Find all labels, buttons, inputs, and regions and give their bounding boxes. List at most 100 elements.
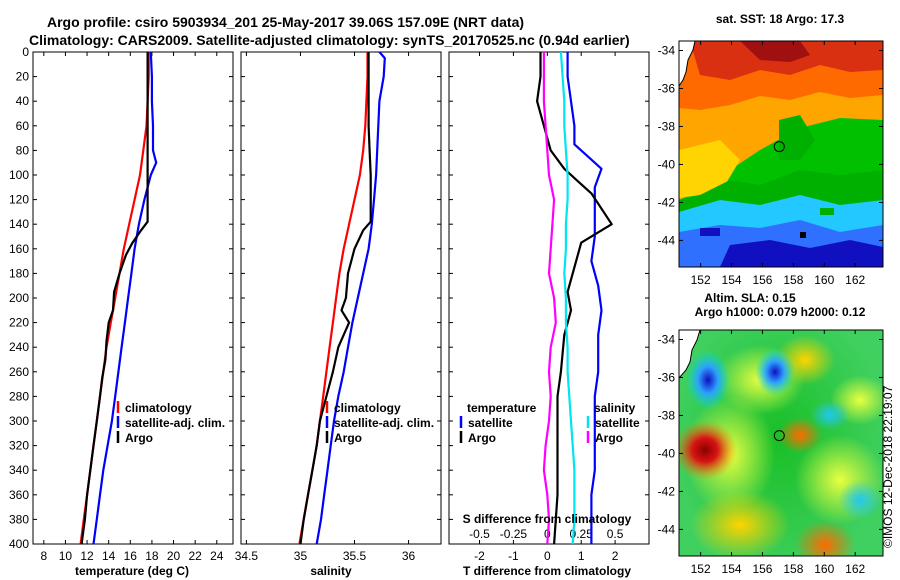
depth-tick-label: 100 bbox=[9, 168, 29, 182]
series-line-t-satellite bbox=[566, 52, 603, 544]
legend-t-satellite: satellite bbox=[468, 416, 513, 430]
x-tick-label: 18 bbox=[145, 549, 159, 563]
depth-tick-label: 120 bbox=[9, 193, 29, 207]
sla-map-frame bbox=[678, 329, 884, 557]
legend-s-argo: Argo bbox=[595, 431, 623, 445]
s-difference-xlabel: S difference from climatology bbox=[463, 512, 632, 526]
x-tick-label: 8 bbox=[40, 549, 47, 563]
series-group bbox=[535, 52, 613, 544]
x-tick-label: 34.5 bbox=[235, 549, 259, 563]
series-line-s-argo bbox=[542, 52, 557, 544]
x-tick-label: -2 bbox=[474, 549, 485, 563]
x-tick-label: -1 bbox=[508, 549, 519, 563]
sst-map-frame bbox=[678, 40, 884, 268]
lon-tick-label: 160 bbox=[814, 273, 834, 287]
temperature-legend: climatology satellite-adj. clim. Argo bbox=[116, 401, 225, 445]
sla-argo-location-marker bbox=[773, 430, 785, 442]
x-tick-label: 36 bbox=[402, 549, 416, 563]
temperature-panel bbox=[32, 51, 234, 545]
lat-tick-label: -40 bbox=[658, 157, 676, 171]
legend-s-satellite: satellite bbox=[595, 416, 640, 430]
lon-tick-label: 154 bbox=[722, 273, 742, 287]
s-diff-tick-label: -0.5 bbox=[469, 527, 490, 541]
sst-map-axes: -34 -36 -38 -40 -42 -44 152 154 156 158 160 162 bbox=[658, 41, 883, 287]
legend-salinity-title: salinity bbox=[594, 401, 636, 415]
depth-tick-label: 280 bbox=[9, 389, 29, 403]
salinity-panel bbox=[240, 51, 442, 545]
lon-tick-label: 154 bbox=[722, 562, 742, 576]
depth-tick-label: 140 bbox=[9, 217, 29, 231]
temperature-xlabel: temperature (deg C) bbox=[75, 564, 189, 578]
salinity-legend: climatology satellite-adj. clim. Argo bbox=[325, 401, 434, 445]
legend-argo: Argo bbox=[125, 431, 153, 445]
salinity-xlabel: salinity bbox=[310, 564, 352, 578]
depth-tick-label: 180 bbox=[9, 266, 29, 280]
lon-tick-label: 162 bbox=[845, 273, 865, 287]
x-tick-label: 2 bbox=[612, 549, 619, 563]
depth-tick-label: 260 bbox=[9, 365, 29, 379]
sst-map bbox=[679, 41, 883, 267]
series-group bbox=[298, 52, 386, 544]
depth-tick-label: 160 bbox=[9, 242, 29, 256]
lat-tick-label: -38 bbox=[658, 408, 676, 422]
x-tick-label: 20 bbox=[167, 549, 181, 563]
lat-tick-label: -34 bbox=[658, 332, 676, 346]
x-tick-label: 24 bbox=[210, 549, 224, 563]
depth-tick-label: 200 bbox=[9, 291, 29, 305]
figure-title: Argo profile: csiro 5903934_201 25-May-2… bbox=[47, 14, 524, 30]
depth-tick-label: 240 bbox=[9, 340, 29, 354]
sla-map-title: Altim. SLA: 0.15 bbox=[704, 291, 796, 305]
x-tick-label: 16 bbox=[124, 549, 138, 563]
depth-tick-label: 220 bbox=[9, 316, 29, 330]
legend-t-argo: Argo bbox=[468, 431, 496, 445]
series-line-s-satellite bbox=[559, 52, 576, 544]
figure-subtitle: Climatology: CARS2009. Satellite-adjuste… bbox=[29, 32, 630, 48]
lon-tick-label: 156 bbox=[752, 273, 772, 287]
s-diff-tick-label: 0.25 bbox=[570, 527, 594, 541]
depth-tick-label: 380 bbox=[9, 512, 29, 526]
x-tick-label: 1 bbox=[578, 549, 585, 563]
x-tick-label: 14 bbox=[102, 549, 116, 563]
salinity-plot: 34.5 35 35.5 36 bbox=[235, 51, 441, 563]
depth-axis: 0 20 40 60 80 100 120 140 160 180 200 220 240 260 280 3… bbox=[9, 45, 29, 551]
series-line-satellite-adj-clim- bbox=[315, 52, 386, 544]
x-tick-label: 10 bbox=[59, 549, 73, 563]
sla-map-subtitle: Argo h1000: 0.079 h2000: 0.12 bbox=[695, 305, 866, 319]
depth-tick-label: 60 bbox=[16, 119, 30, 133]
series-group bbox=[79, 52, 158, 544]
depth-tick-label: 320 bbox=[9, 439, 29, 453]
series-line-satellite-adj-clim- bbox=[92, 52, 158, 544]
x-tick-label: 35.5 bbox=[343, 549, 367, 563]
temperature-plot: 8 10 12 14 16 18 20 22 24 bbox=[33, 51, 233, 563]
depth-tick-label: 40 bbox=[16, 94, 30, 108]
lat-tick-label: -42 bbox=[658, 195, 676, 209]
s-diff-tick-label: 0.5 bbox=[607, 527, 624, 541]
lat-tick-label: -44 bbox=[658, 522, 676, 536]
difference-panel bbox=[448, 51, 650, 545]
s-diff-tick-label: -0.25 bbox=[500, 527, 528, 541]
difference-legend: temperature satellite Argo salinity sate… bbox=[459, 401, 640, 445]
lat-tick-label: -36 bbox=[658, 81, 676, 95]
lon-tick-label: 156 bbox=[752, 562, 772, 576]
lat-tick-label: -38 bbox=[658, 119, 676, 133]
x-tick-label: 12 bbox=[80, 549, 94, 563]
depth-tick-label: 20 bbox=[16, 70, 30, 84]
legend-satellite: satellite-adj. clim. bbox=[334, 416, 434, 430]
difference-plot: -2 -1 0 1 2-0.5 -0.25 0 0.25 0.5 bbox=[449, 51, 649, 563]
difference-xlabel: T difference from climatology bbox=[463, 564, 631, 578]
lat-tick-label: -42 bbox=[658, 484, 676, 498]
depth-tick-label: 400 bbox=[9, 537, 29, 551]
lat-tick-label: -40 bbox=[658, 446, 676, 460]
legend-climatology: climatology bbox=[334, 401, 401, 415]
lon-tick-label: 158 bbox=[783, 562, 803, 576]
lat-tick-label: -36 bbox=[658, 370, 676, 384]
lat-tick-label: -44 bbox=[658, 233, 676, 247]
lon-tick-label: 160 bbox=[814, 562, 834, 576]
depth-tick-label: 300 bbox=[9, 414, 29, 428]
series-line-argo bbox=[80, 52, 149, 544]
legend-temperature-title: temperature bbox=[467, 401, 537, 415]
depth-tick-label: 340 bbox=[9, 463, 29, 477]
imos-credit: ©IMOS 12-Dec-2018 22:19:07 bbox=[881, 385, 895, 548]
lon-tick-label: 152 bbox=[691, 273, 711, 287]
